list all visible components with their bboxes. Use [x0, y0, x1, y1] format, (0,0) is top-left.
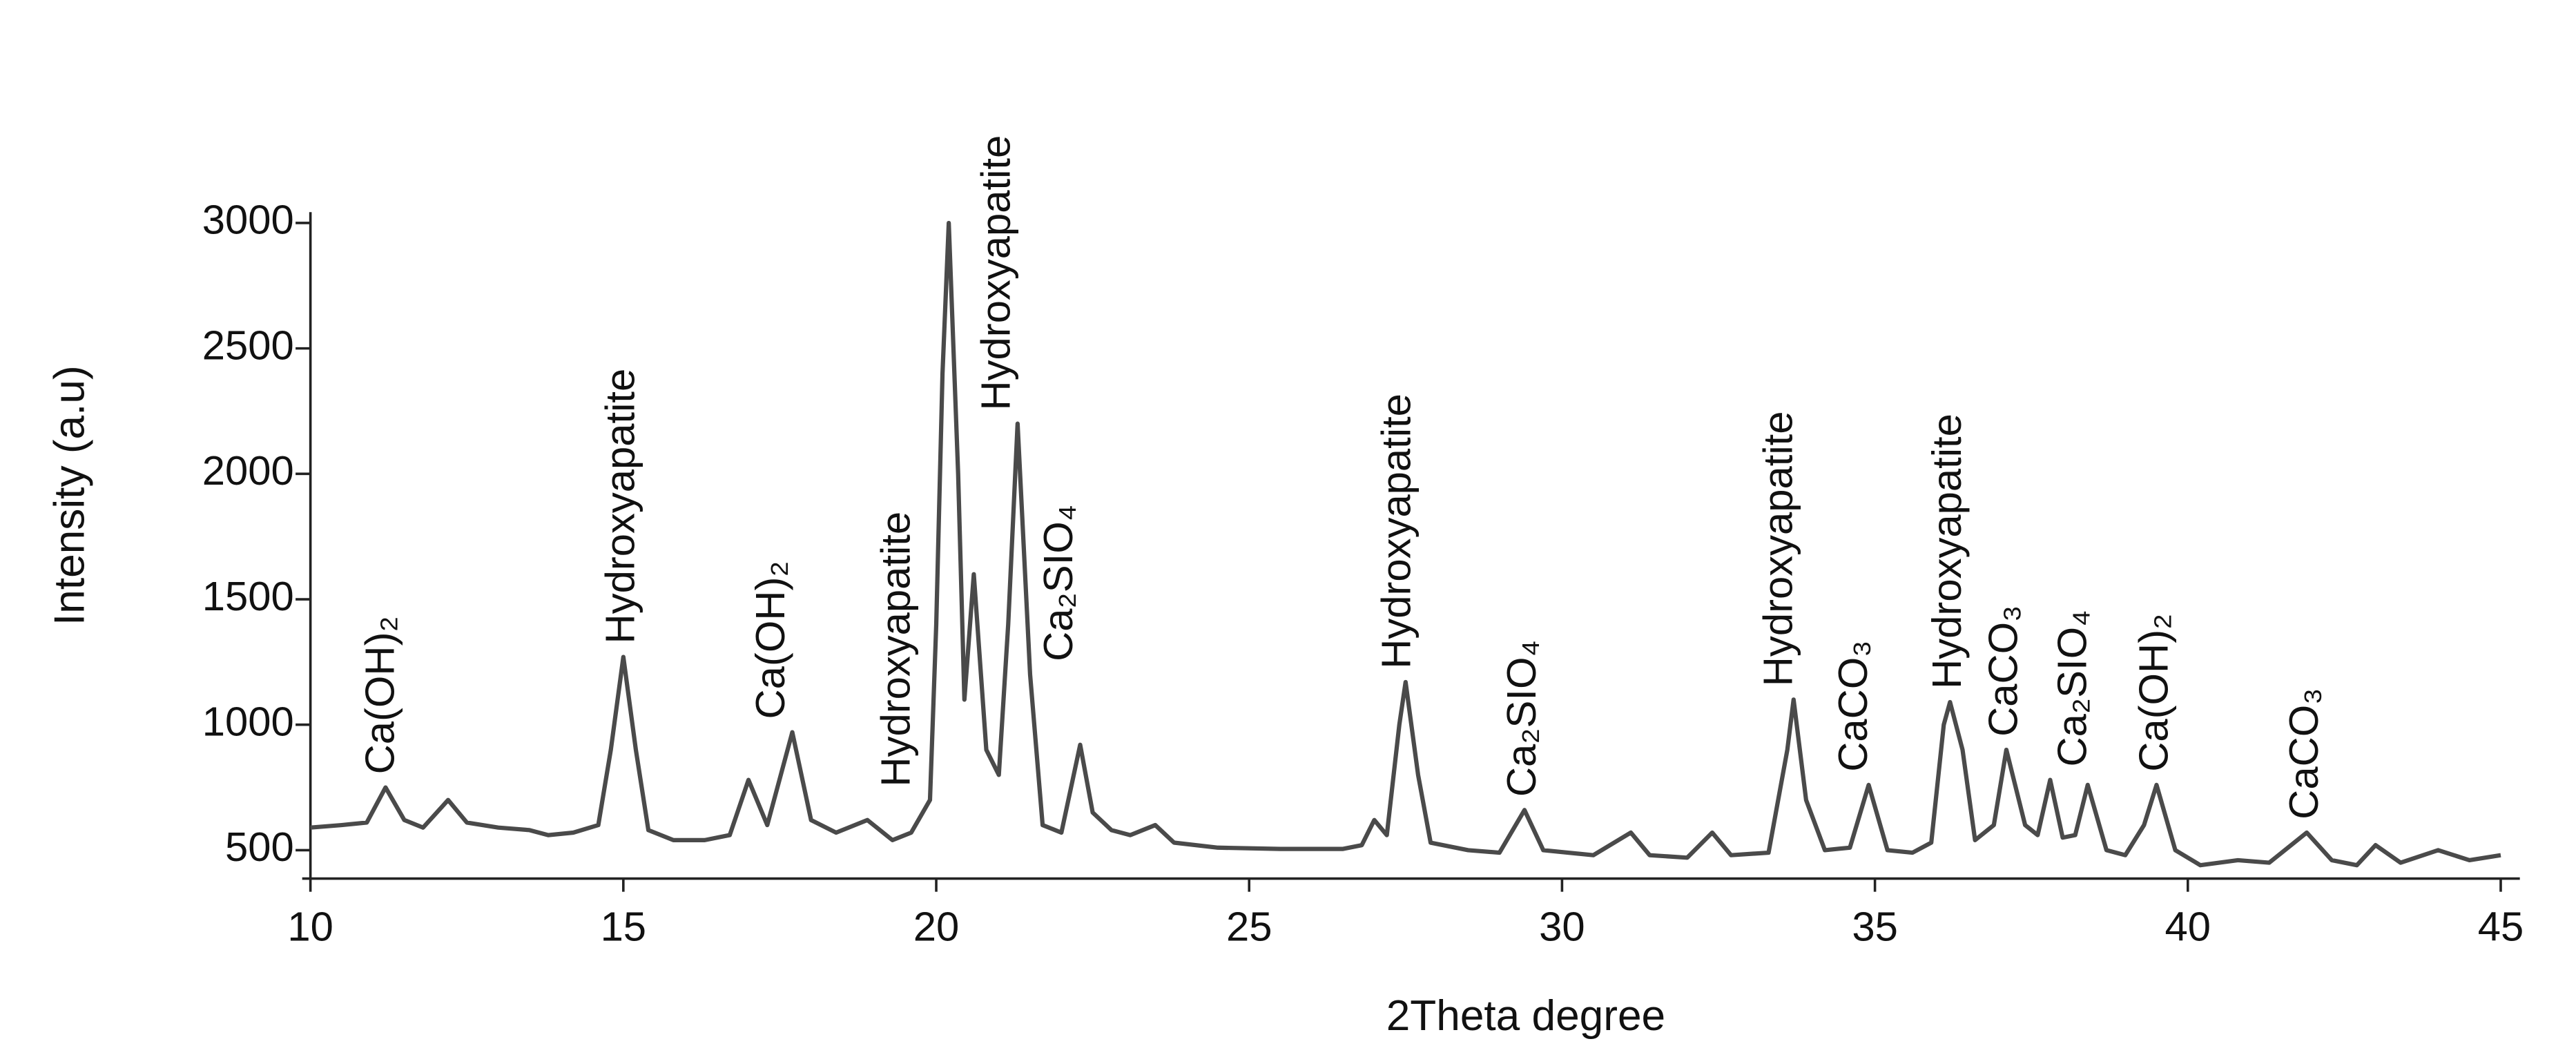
- peak-label: Hydroxyapatite: [1754, 411, 1801, 686]
- peak-label: Ca₂SIO₄: [1035, 505, 1081, 661]
- x-tick-label: 15: [601, 903, 647, 949]
- data-line: [310, 220, 2501, 868]
- y-tick-label: 1500: [202, 573, 294, 619]
- x-tick-label: 45: [2478, 903, 2524, 949]
- x-tick-label: 30: [1539, 903, 1585, 949]
- peak-label: Hydroxyapatite: [1373, 394, 1420, 669]
- y-tick-label: 3000: [202, 197, 294, 243]
- x-tick-label: 20: [913, 903, 960, 949]
- peak-label: Ca(OH)₂: [357, 616, 403, 774]
- y-tick-label: 2000: [202, 447, 294, 494]
- peak-label: Ca(OH)₂: [2130, 614, 2176, 772]
- y-axis-title: Intensity (a.u): [46, 365, 94, 626]
- peak-label: CaCO₃: [1980, 605, 2026, 736]
- x-axis-title: 2Theta degree: [1386, 992, 1665, 1040]
- x-tick-label: 25: [1226, 903, 1272, 949]
- x-tick-label: 35: [1852, 903, 1898, 949]
- peak-label: CaCO₃: [1830, 640, 1876, 771]
- x-tick-label: 10: [287, 903, 333, 949]
- peak-label: Ca₂SIO₄: [2049, 610, 2095, 767]
- peak-label: Hydroxyapatite: [872, 512, 918, 787]
- peak-label: Hydroxyapatite: [972, 135, 1018, 411]
- peak-label: Hydroxyapatite: [1924, 414, 1970, 689]
- peak-label: CaCO₃: [2280, 688, 2327, 819]
- y-tick-label: 1000: [202, 699, 294, 745]
- peak-label: Ca(OH)₂: [747, 561, 793, 719]
- y-tick-label: 2500: [202, 322, 294, 368]
- peak-label: Ca₂SIO₄: [1498, 640, 1544, 797]
- peak-label: Hydroxyapatite: [597, 369, 643, 644]
- y-tick-label: 500: [225, 824, 294, 870]
- x-tick-label: 40: [2165, 903, 2211, 949]
